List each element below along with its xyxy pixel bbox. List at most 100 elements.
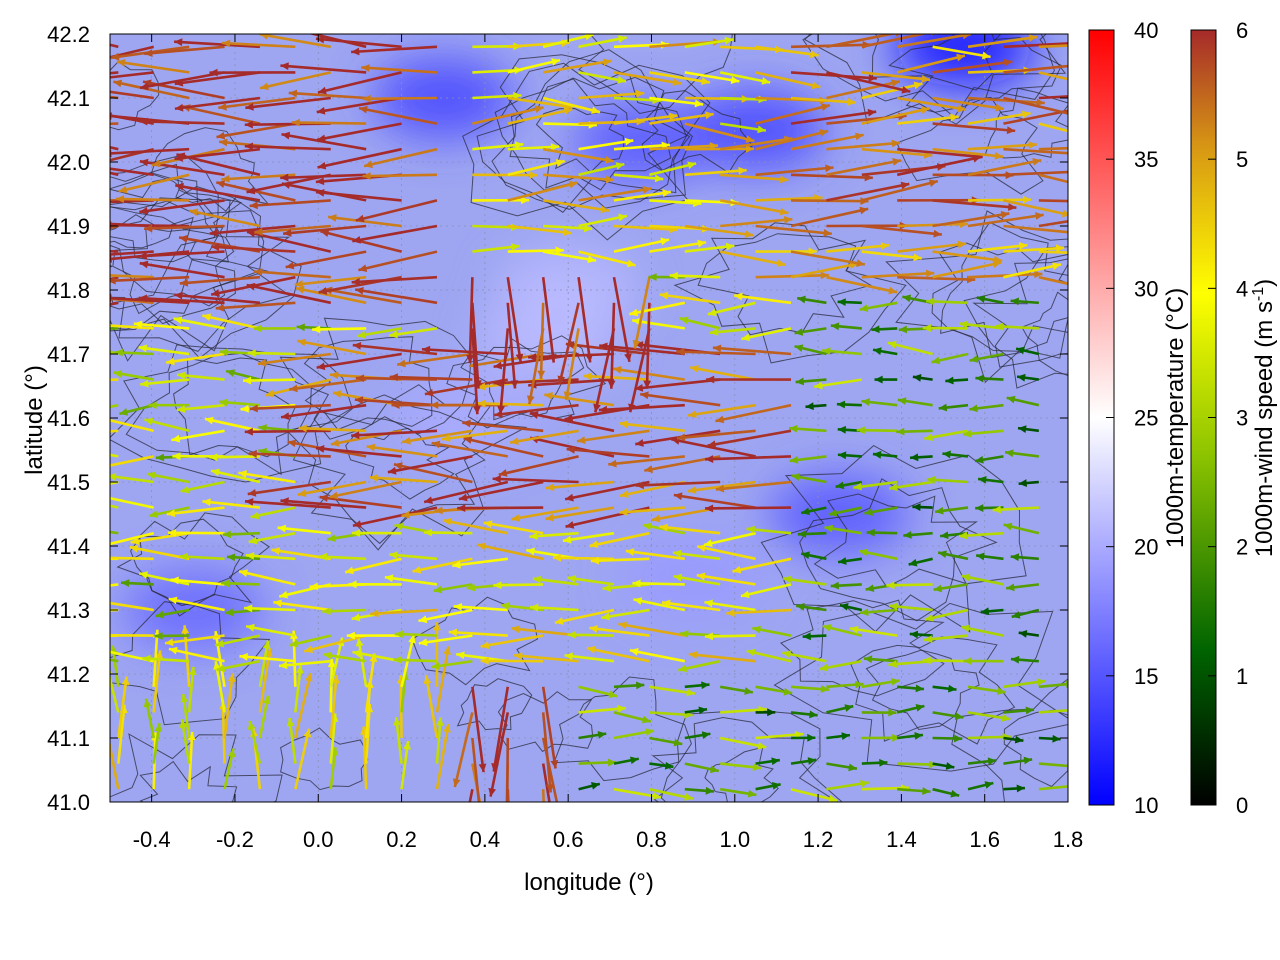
wind-vector-head xyxy=(629,648,639,656)
wind-vector xyxy=(448,630,508,637)
wind-vector-head xyxy=(984,781,994,789)
wind-vector xyxy=(696,545,756,561)
wind-vector xyxy=(554,608,615,624)
wind-vector xyxy=(932,261,1002,279)
wind-vector xyxy=(412,557,473,573)
wind-vector-head xyxy=(922,656,931,665)
wind-vector-head xyxy=(216,180,226,188)
wind-vector xyxy=(861,34,928,49)
wind-vector-head xyxy=(537,370,546,379)
wind-vector xyxy=(755,129,829,151)
wind-vector-head xyxy=(676,433,686,442)
wind-vector xyxy=(351,429,438,437)
wind-vector xyxy=(861,71,931,82)
wind-vector xyxy=(165,352,225,364)
wind-vector-head xyxy=(1028,141,1037,149)
wind-vector-head xyxy=(624,137,634,146)
wind-vector xyxy=(633,598,686,612)
wind-speed-colorbar-tick-label: 5 xyxy=(1236,147,1248,172)
wind-vector-head xyxy=(286,718,295,727)
wind-vector-head xyxy=(179,235,188,243)
wind-vector-head xyxy=(797,530,807,538)
wind-vector xyxy=(110,250,154,256)
wind-vector-head xyxy=(322,607,331,616)
wind-vector-head xyxy=(1010,297,1019,306)
wind-vector-head xyxy=(872,450,882,459)
wind-vector xyxy=(244,144,331,151)
wind-vector-head xyxy=(364,160,373,169)
wind-vector xyxy=(285,250,367,269)
wind-vector xyxy=(384,575,438,586)
wind-vector xyxy=(629,301,686,316)
wind-vector-head xyxy=(740,590,750,599)
wind-vector-head xyxy=(351,47,360,56)
wind-vector xyxy=(676,350,756,356)
wind-vector xyxy=(238,570,296,586)
wind-vector-head xyxy=(954,712,964,721)
wind-vector xyxy=(362,96,437,101)
wind-vector-head xyxy=(924,635,933,644)
wind-vector xyxy=(578,139,634,151)
wind-vector-head xyxy=(318,287,328,295)
wind-vector xyxy=(826,275,898,294)
wind-vector-head xyxy=(1018,629,1028,638)
wind-vector-head xyxy=(155,453,165,462)
wind-vector xyxy=(281,132,367,151)
wind-vector xyxy=(719,199,789,215)
wind-vector xyxy=(245,554,296,561)
wind-vector xyxy=(1003,96,1068,115)
wind-vector-head xyxy=(534,105,544,114)
temperature-spot xyxy=(893,34,1034,87)
wind-vector-head xyxy=(969,404,978,413)
wind-vector-head xyxy=(240,404,249,413)
wind-vector-head xyxy=(142,654,151,663)
wind-vector xyxy=(790,207,869,228)
wind-vector-head xyxy=(507,862,515,870)
wind-vector-head xyxy=(139,82,149,91)
wind-vector-head xyxy=(601,612,611,621)
wind-vector-head xyxy=(216,131,226,140)
wind-vector-head xyxy=(394,522,404,531)
wind-vector-head xyxy=(110,648,111,652)
wind-vector xyxy=(110,496,155,509)
wind-vector xyxy=(471,737,481,802)
wind-vector-head xyxy=(222,530,232,539)
wind-vector-head xyxy=(820,103,830,111)
wind-vector-head xyxy=(794,344,804,352)
wind-vector-head xyxy=(110,670,113,675)
wind-vector-head xyxy=(888,708,897,717)
wind-vector-head xyxy=(402,436,411,445)
wind-vector-head xyxy=(526,547,535,556)
wind-vector-head xyxy=(976,552,985,561)
wind-vector xyxy=(632,581,685,586)
wind-vector-head xyxy=(886,581,895,590)
wind-vector xyxy=(389,375,473,381)
wind-vector-head xyxy=(962,429,972,438)
wind-vector-head xyxy=(545,483,555,492)
wind-vector-head xyxy=(752,763,762,772)
wind-vector-head xyxy=(246,186,256,195)
wind-vector-head xyxy=(58,430,66,438)
wind-vector-head xyxy=(262,640,271,650)
wind-vector xyxy=(661,601,721,612)
wind-vector-head xyxy=(771,757,780,766)
wind-vector xyxy=(499,328,510,415)
wind-vector xyxy=(712,346,792,356)
wind-vector-head xyxy=(180,485,190,494)
wind-vector xyxy=(110,71,119,75)
contour-line xyxy=(660,709,839,802)
wind-vector-head xyxy=(607,380,616,389)
contour-line xyxy=(110,163,216,249)
wind-vector-head xyxy=(511,514,520,522)
wind-vector-head xyxy=(477,399,486,408)
wind-vector-head xyxy=(244,497,254,506)
wind-vector xyxy=(625,549,685,561)
wind-vector-head xyxy=(925,269,935,278)
wind-vector xyxy=(174,40,261,49)
wind-vector-head xyxy=(589,540,599,549)
wind-vector xyxy=(1038,122,1068,133)
wind-vector-head xyxy=(332,390,342,398)
wind-vector-head xyxy=(1073,111,1082,119)
wind-vector-head xyxy=(707,440,717,449)
wind-vector xyxy=(619,421,685,433)
